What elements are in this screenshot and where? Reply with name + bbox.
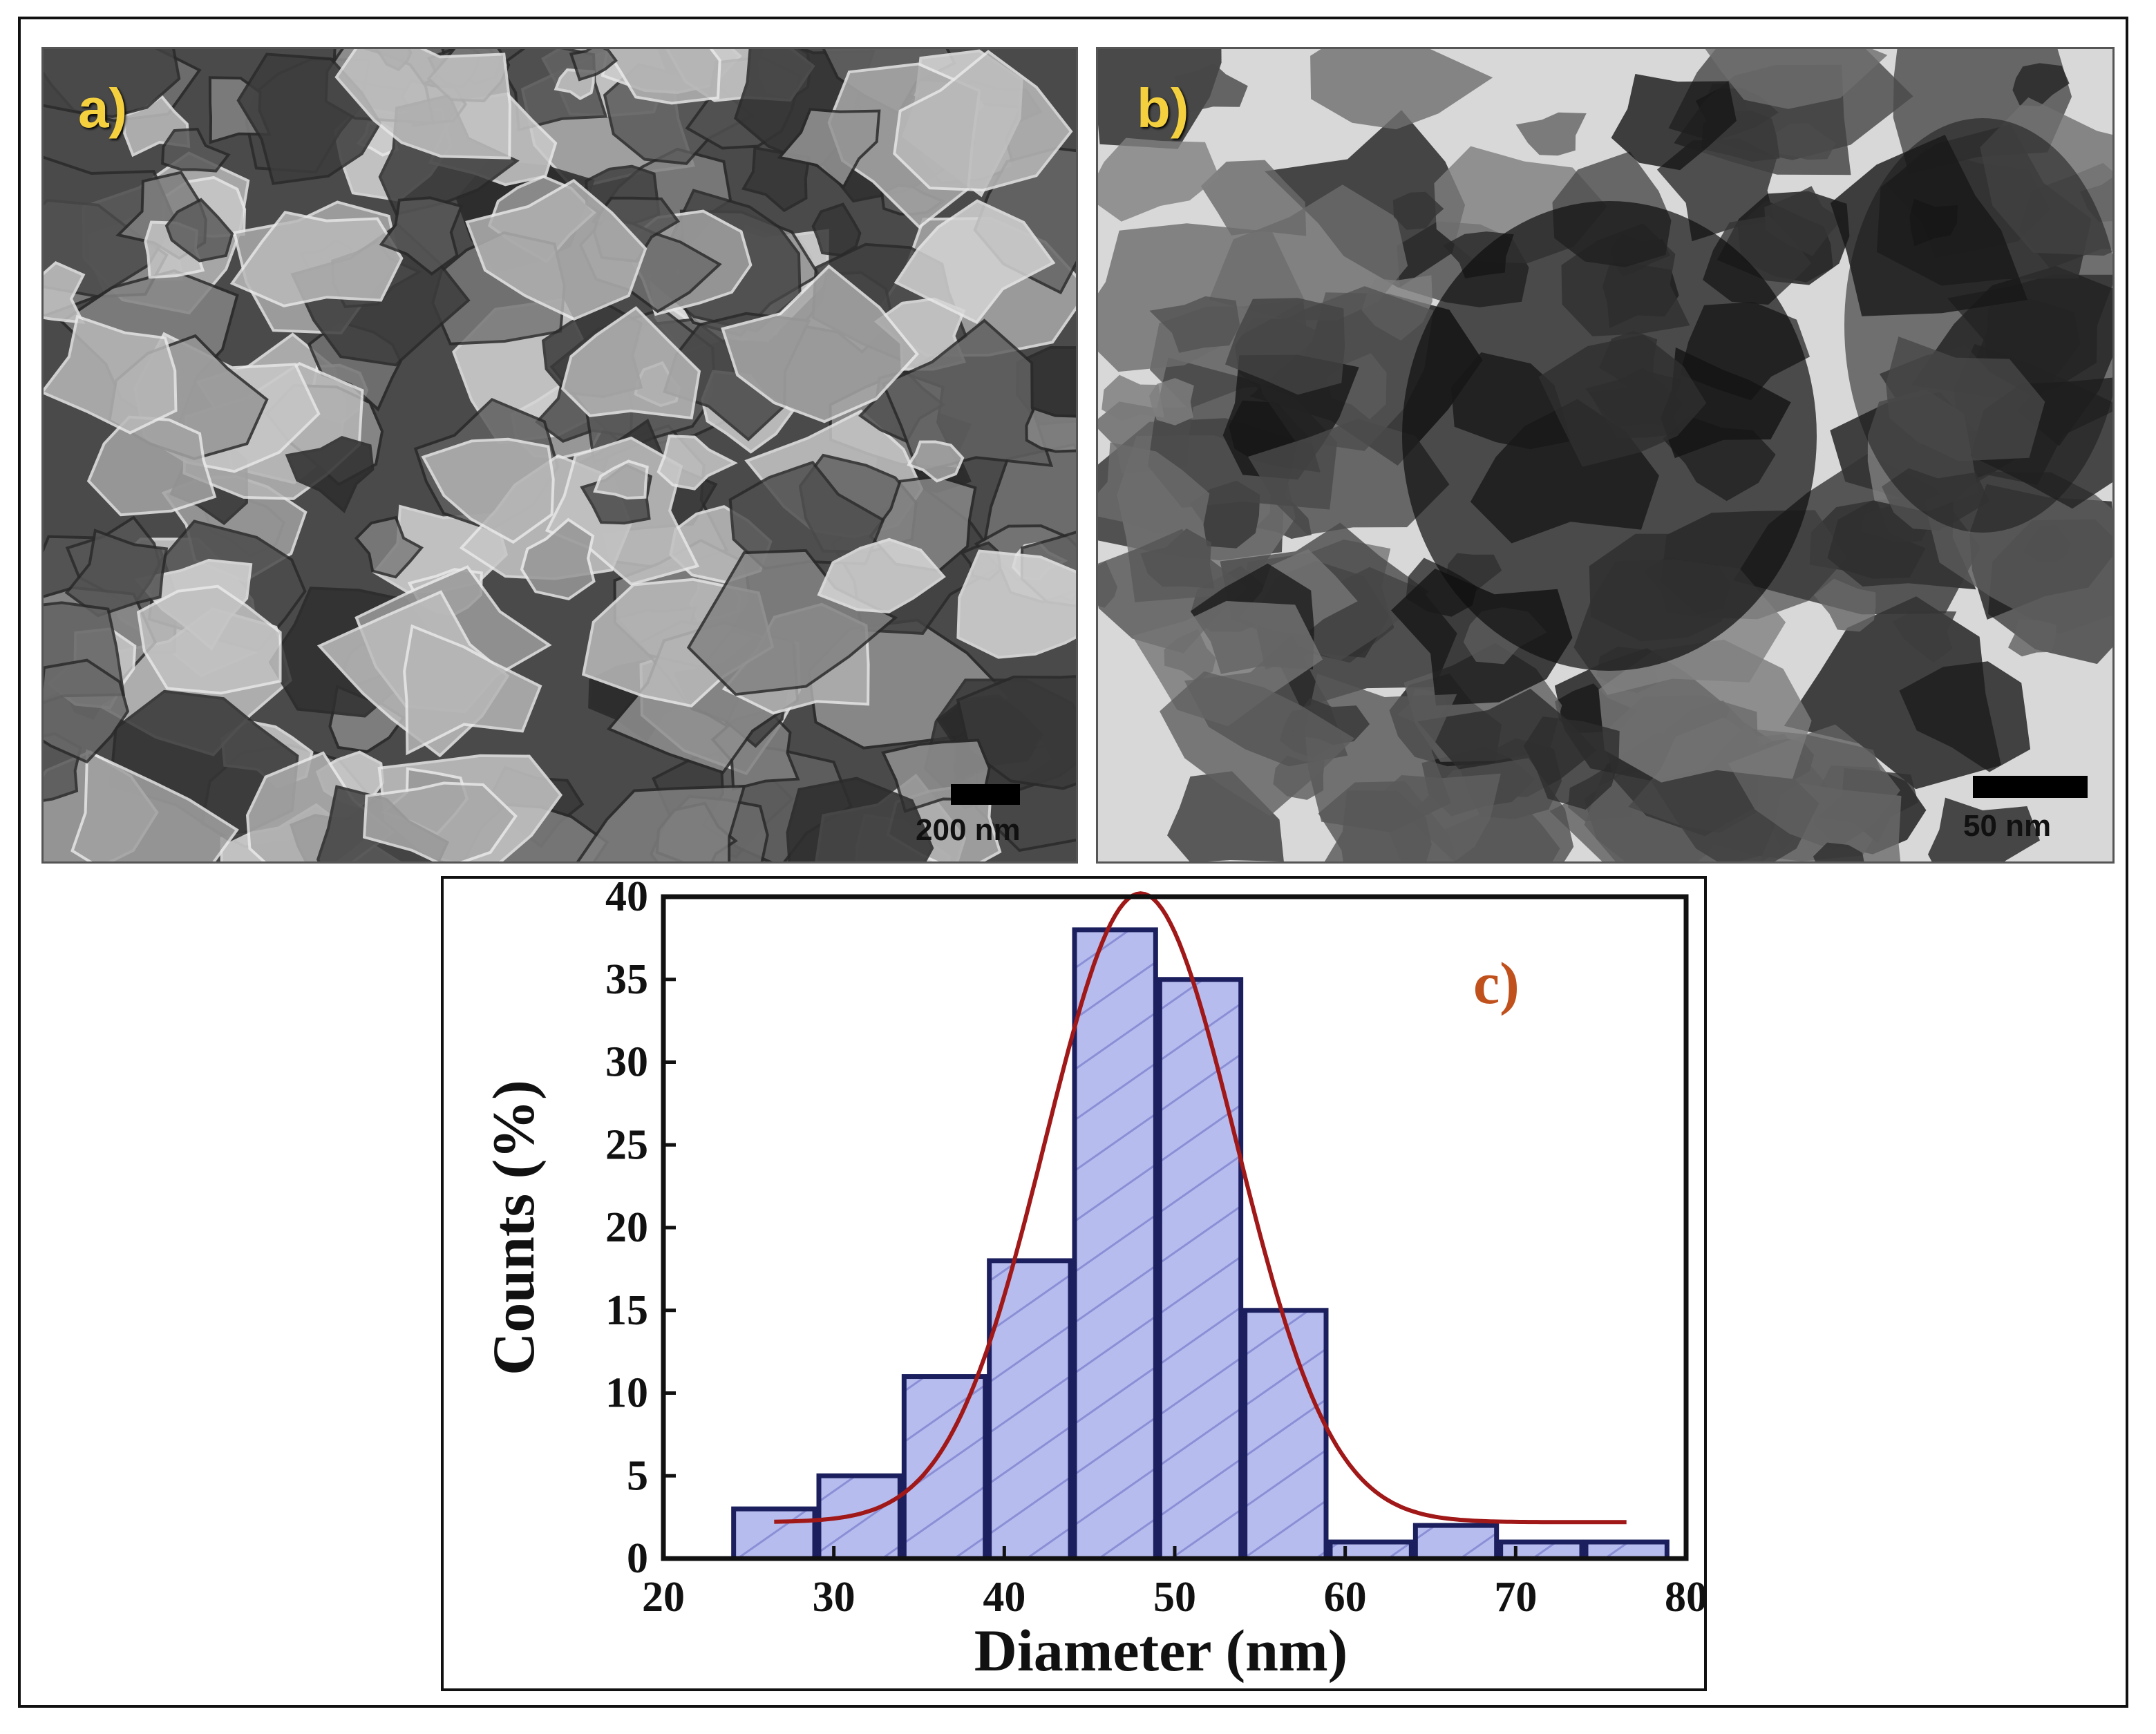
sem-micrograph-panel: a) 200 nm xyxy=(41,47,1078,864)
tem-texture xyxy=(1098,49,2112,861)
x-tick-label-2: 40 xyxy=(983,1574,1025,1621)
scale-label-b: 50 nm xyxy=(1963,809,2052,843)
y-tick-label-5: 25 xyxy=(605,1121,648,1168)
x-tick-label-5: 70 xyxy=(1494,1574,1537,1621)
histogram-panel: 0 5 10 15 20 25 30 35 40 20 30 40 50 60 70 80 Diameter (… xyxy=(441,876,1707,1691)
histogram-bar-7 xyxy=(1327,1539,1414,1561)
y-tick-label-0: 0 xyxy=(627,1535,648,1582)
figure-frame xyxy=(18,17,2128,1708)
tem-micrograph-panel: b) 50 nm xyxy=(1096,47,2115,864)
x-tick-label-1: 30 xyxy=(813,1574,855,1621)
y-tick-label-6: 30 xyxy=(605,1039,648,1086)
x-tick-label-4: 60 xyxy=(1324,1574,1367,1621)
panel-a-label: a) xyxy=(78,77,128,139)
y-tick-label-1: 5 xyxy=(627,1452,648,1499)
histogram-bar-2 xyxy=(901,1374,988,1561)
histogram-chart: 0 5 10 15 20 25 30 35 40 20 30 40 50 60 70 80 Diameter (… xyxy=(480,879,1704,1684)
scale-label-a: 200 nm xyxy=(916,813,1021,847)
scale-bar-b xyxy=(1973,776,2088,798)
tem-particles xyxy=(1098,49,2112,861)
panel-c-label: c) xyxy=(1473,950,1520,1016)
y-tick-label-7: 35 xyxy=(605,956,648,1003)
scale-bar-a xyxy=(951,784,1020,805)
histogram-bar-9 xyxy=(1498,1539,1585,1561)
y-axis-title: Counts (%) xyxy=(480,1080,547,1375)
histogram-bar-5 xyxy=(1157,977,1244,1561)
histogram-bar-8 xyxy=(1412,1523,1500,1561)
sem-particles xyxy=(44,49,1076,861)
y-tick-label-3: 15 xyxy=(605,1287,648,1334)
y-tick-label-4: 20 xyxy=(605,1204,648,1251)
histogram-bar-6 xyxy=(1242,1308,1329,1561)
histogram-bar-0 xyxy=(731,1506,817,1561)
y-tick-label-2: 10 xyxy=(605,1370,648,1417)
histogram-bar-10 xyxy=(1583,1539,1670,1561)
sem-texture xyxy=(44,49,1076,861)
x-tick-label-0: 20 xyxy=(642,1574,685,1621)
x-axis-title: Diameter (nm) xyxy=(974,1617,1348,1684)
panel-b-label: b) xyxy=(1137,77,1189,139)
y-tick-label-8: 40 xyxy=(605,879,648,920)
gaussian-fit-line xyxy=(774,891,1627,1525)
histogram-bar-4 xyxy=(1072,927,1158,1561)
x-tick-label-3: 50 xyxy=(1153,1574,1196,1621)
x-tick-label-6: 80 xyxy=(1665,1574,1704,1621)
